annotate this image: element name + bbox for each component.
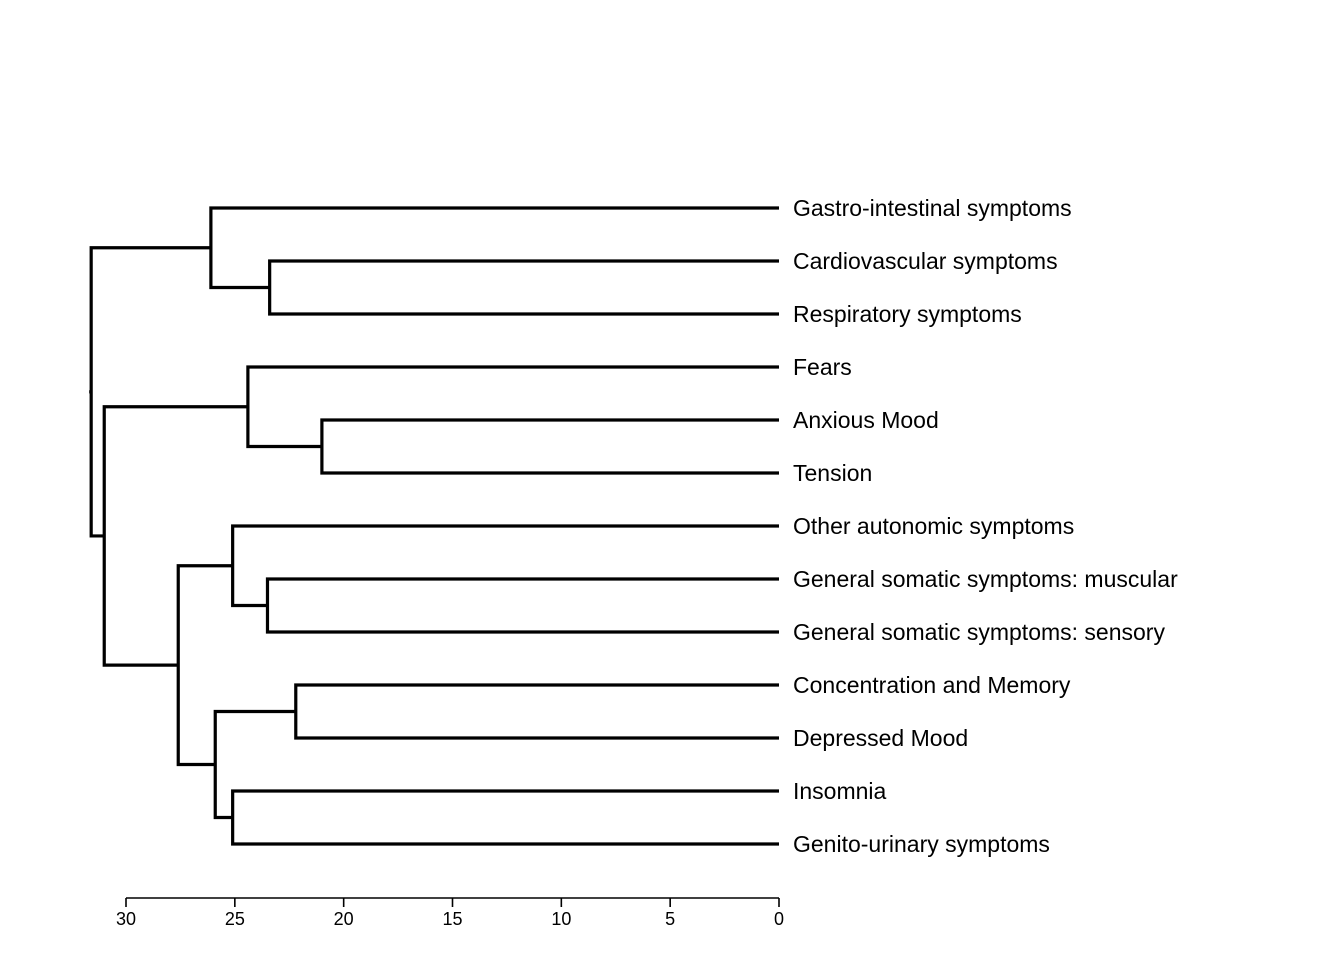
dendrogram-link (246, 365, 779, 449)
dendrogram-link (102, 405, 248, 667)
leaf-label: Other autonomic symptoms (793, 513, 1074, 539)
x-tick-label: 25 (225, 909, 245, 929)
dendrogram-link (320, 418, 779, 475)
leaf-label: Genito-urinary symptoms (793, 831, 1050, 857)
dendrogram-link (176, 564, 233, 767)
x-tick-label: 0 (774, 909, 784, 929)
leaf-label: Anxious Mood (793, 407, 939, 433)
x-tick-label: 30 (116, 909, 136, 929)
x-tick-label: 10 (551, 909, 571, 929)
dendrogram-link (209, 206, 779, 290)
leaf-label: Insomnia (793, 778, 887, 804)
leaf-label: General somatic symptoms: sensory (793, 619, 1165, 645)
dendrogram-links (89, 206, 779, 846)
dendrogram-link (231, 789, 779, 846)
dendrogram-link (265, 577, 779, 634)
leaf-label: Tension (793, 460, 872, 486)
dendrogram-link (213, 709, 296, 820)
dendrogram-link (294, 683, 779, 740)
leaf-label: Fears (793, 354, 852, 380)
dendrogram-link (231, 524, 779, 608)
leaf-label: Concentration and Memory (793, 672, 1071, 698)
x-tick-label: 15 (442, 909, 462, 929)
leaf-label: General somatic symptoms: muscular (793, 566, 1178, 592)
x-tick-label: 20 (334, 909, 354, 929)
leaf-labels: Gastro-intestinal symptoms Cardiovascular… (793, 195, 1178, 857)
x-tick-label: 5 (665, 909, 675, 929)
leaf-label: Gastro-intestinal symptoms (793, 195, 1072, 221)
leaf-label: Cardiovascular symptoms (793, 248, 1058, 274)
dendrogram-link (268, 259, 779, 316)
leaf-label: Depressed Mood (793, 725, 968, 751)
x-axis: 30 25 20 15 10 5 0 (116, 897, 784, 929)
leaf-label: Respiratory symptoms (793, 301, 1022, 327)
dendrogram-link (89, 246, 211, 538)
